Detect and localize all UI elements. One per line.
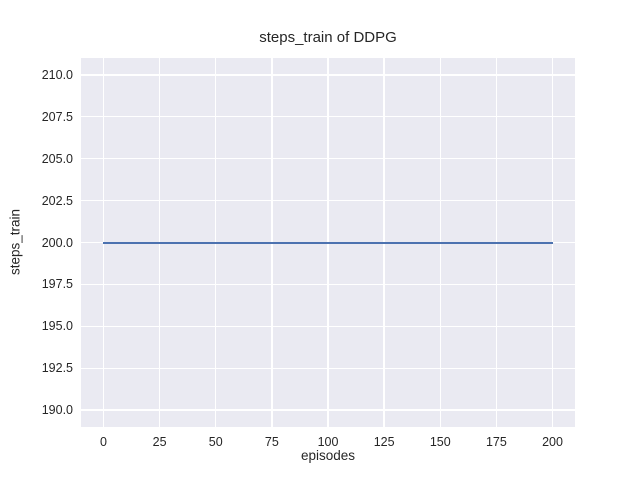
x-tick-label: 125 <box>373 435 395 449</box>
data-line-steps_train <box>103 241 553 244</box>
x-tick-label: 100 <box>317 435 339 449</box>
chart-title: steps_train of DDPG <box>259 29 397 46</box>
plot-area <box>81 58 575 427</box>
x-tick-label: 0 <box>99 435 107 449</box>
y-tick-label: 200.0 <box>41 235 73 250</box>
y-tick-label: 192.5 <box>41 361 73 376</box>
x-tick-label: 75 <box>264 435 279 449</box>
x-tick-label: 50 <box>208 435 223 449</box>
v-gridline <box>551 58 554 427</box>
y-tick-label: 210.0 <box>41 67 73 82</box>
y-tick-label: 205.0 <box>41 151 73 166</box>
y-tick-label: 195.0 <box>41 319 73 334</box>
y-tick-label: 207.5 <box>41 109 73 124</box>
x-tick-label: 150 <box>429 435 451 449</box>
y-tick-label: 202.5 <box>41 193 73 208</box>
x-tick-label: 175 <box>485 435 507 449</box>
x-axis-label: episodes <box>300 448 356 463</box>
y-tick-label: 197.5 <box>41 277 73 292</box>
y-tick-label: 190.0 <box>41 403 73 418</box>
x-tick-label: 200 <box>542 435 563 449</box>
y-axis-label: steps_train <box>7 208 23 276</box>
x-tick-label: 25 <box>152 435 167 449</box>
